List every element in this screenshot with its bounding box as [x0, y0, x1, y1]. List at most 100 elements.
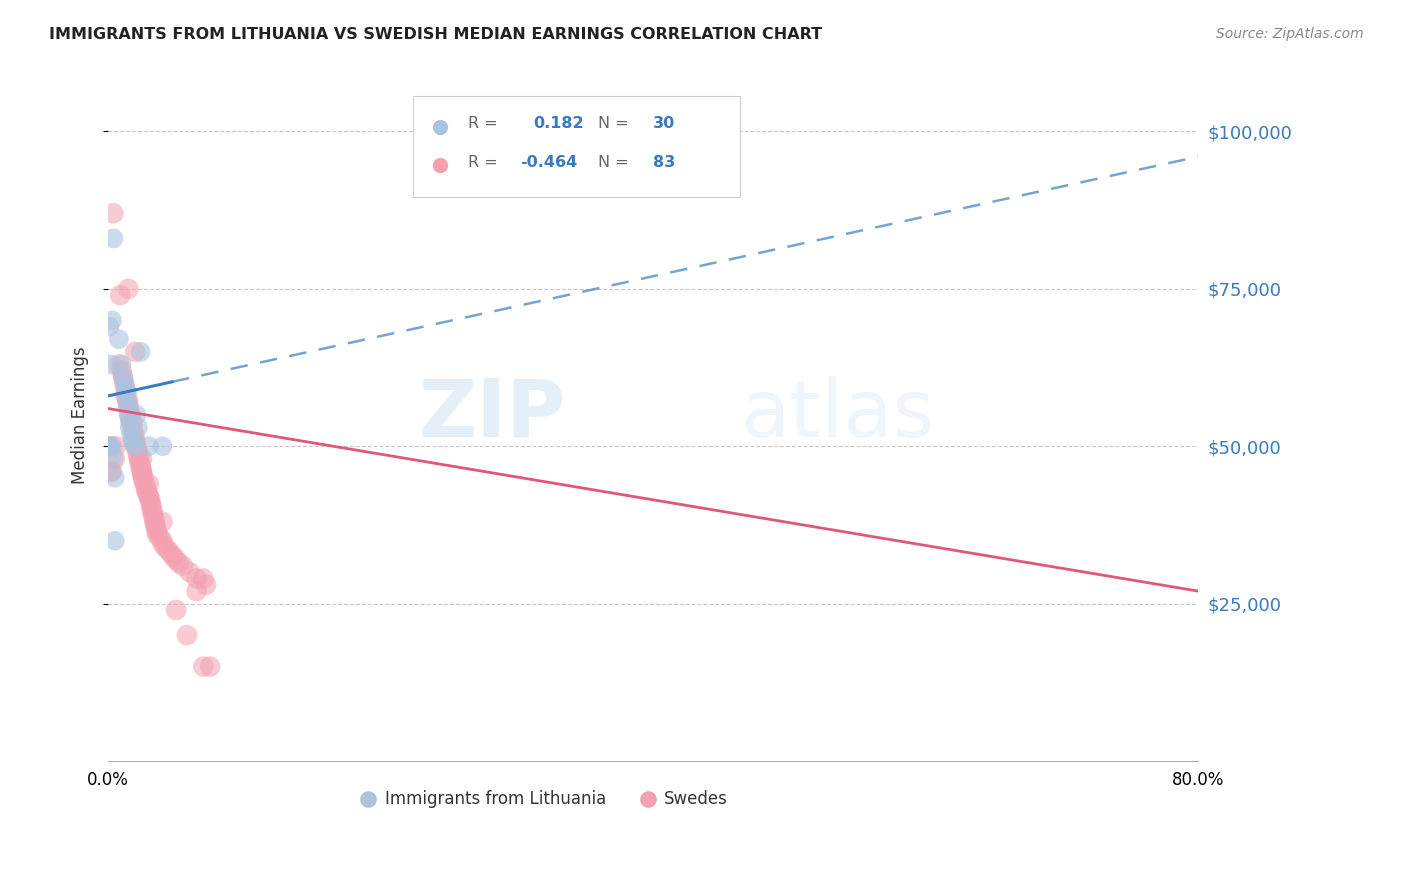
- Point: [131, 465, 153, 479]
- Point: [143, 511, 166, 525]
- Point: [152, 439, 174, 453]
- Point: [124, 439, 146, 453]
- Text: IMMIGRANTS FROM LITHUANIA VS SWEDISH MEDIAN EARNINGS CORRELATION CHART: IMMIGRANTS FROM LITHUANIA VS SWEDISH MED…: [49, 27, 823, 42]
- Point: [186, 572, 208, 586]
- Point: [131, 467, 153, 482]
- Point: [118, 404, 141, 418]
- Point: [159, 546, 181, 560]
- Y-axis label: Median Earnings: Median Earnings: [72, 346, 89, 483]
- Point: [121, 417, 143, 432]
- Point: [131, 465, 153, 479]
- Point: [131, 451, 153, 466]
- Point: [138, 477, 160, 491]
- Point: [114, 383, 136, 397]
- Point: [152, 537, 174, 551]
- Point: [115, 395, 138, 409]
- Point: [117, 282, 139, 296]
- Point: [129, 344, 152, 359]
- Point: [103, 206, 125, 220]
- Point: [179, 565, 201, 579]
- Text: N =: N =: [599, 154, 634, 169]
- Point: [101, 465, 124, 479]
- Point: [100, 465, 122, 479]
- Point: [112, 376, 135, 391]
- Point: [98, 439, 121, 453]
- Point: [162, 549, 184, 564]
- Point: [167, 556, 190, 570]
- Point: [143, 515, 166, 529]
- Point: [141, 502, 163, 516]
- Point: [186, 584, 208, 599]
- Point: [122, 436, 145, 450]
- Point: [103, 451, 125, 466]
- Point: [108, 332, 131, 346]
- Point: [128, 455, 150, 469]
- Text: N =: N =: [599, 117, 634, 131]
- Point: [138, 439, 160, 453]
- Point: [112, 376, 135, 391]
- Point: [108, 358, 131, 372]
- Point: [165, 603, 187, 617]
- Point: [141, 499, 163, 513]
- Point: [125, 408, 148, 422]
- Point: [120, 411, 142, 425]
- Point: [127, 445, 149, 459]
- Point: [155, 540, 177, 554]
- Point: [100, 358, 122, 372]
- Point: [110, 364, 132, 378]
- Point: [193, 572, 215, 586]
- Point: [118, 420, 141, 434]
- Point: [100, 439, 122, 453]
- Point: [146, 524, 169, 539]
- Point: [115, 385, 138, 400]
- Text: ZIP: ZIP: [419, 376, 565, 454]
- Point: [134, 477, 156, 491]
- Point: [172, 558, 194, 573]
- Point: [195, 578, 218, 592]
- Point: [136, 486, 159, 500]
- Point: [142, 508, 165, 523]
- Point: [139, 496, 162, 510]
- Point: [146, 527, 169, 541]
- Point: [101, 439, 124, 453]
- Point: [111, 370, 134, 384]
- Point: [120, 414, 142, 428]
- Point: [111, 370, 134, 384]
- Point: [135, 480, 157, 494]
- Point: [114, 389, 136, 403]
- Point: [156, 543, 179, 558]
- Point: [104, 451, 127, 466]
- Point: [101, 313, 124, 327]
- Point: [176, 628, 198, 642]
- Point: [122, 430, 145, 444]
- Point: [127, 449, 149, 463]
- Text: Source: ZipAtlas.com: Source: ZipAtlas.com: [1216, 27, 1364, 41]
- Legend: Immigrants from Lithuania, Swedes: Immigrants from Lithuania, Swedes: [353, 784, 735, 815]
- Point: [127, 420, 149, 434]
- Point: [125, 442, 148, 457]
- Point: [198, 659, 221, 673]
- Point: [138, 490, 160, 504]
- Text: 30: 30: [652, 117, 675, 131]
- Point: [129, 458, 152, 472]
- Point: [149, 531, 172, 545]
- Point: [98, 319, 121, 334]
- Point: [139, 492, 162, 507]
- Point: [124, 436, 146, 450]
- Point: [117, 401, 139, 416]
- Point: [132, 474, 155, 488]
- Point: [132, 471, 155, 485]
- Point: [122, 426, 145, 441]
- Point: [124, 433, 146, 447]
- Point: [104, 471, 127, 485]
- Point: [145, 521, 167, 535]
- Point: [142, 505, 165, 519]
- Point: [103, 231, 125, 245]
- Text: atlas: atlas: [740, 376, 935, 454]
- Text: -0.464: -0.464: [520, 154, 578, 169]
- Point: [193, 659, 215, 673]
- Point: [117, 395, 139, 409]
- Text: R =: R =: [468, 154, 502, 169]
- Point: [105, 439, 128, 453]
- Point: [117, 408, 139, 422]
